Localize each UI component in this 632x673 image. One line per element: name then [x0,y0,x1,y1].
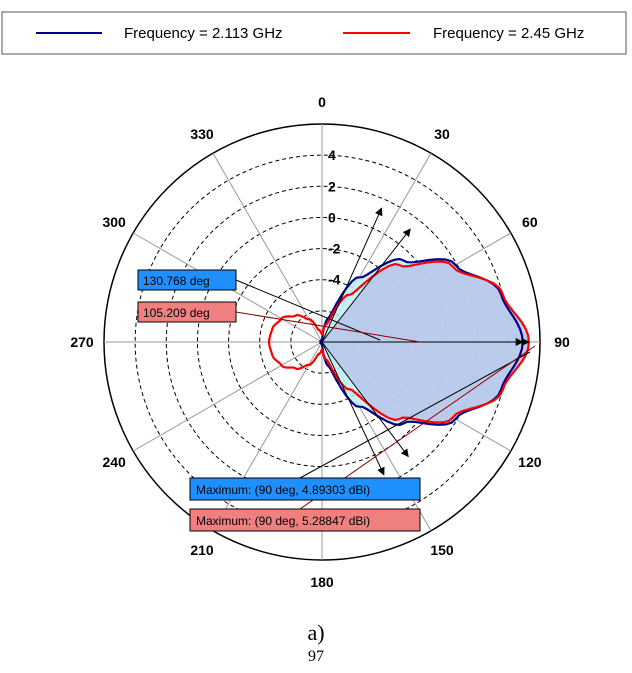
maximum-tag-2-box [189,508,421,532]
ring-label-2: 0 [328,209,336,225]
beamwidth-tag-2-box [137,301,237,323]
spoke-210 [212,341,323,532]
angle-label-270: 270 [70,334,94,350]
legend: Frequency = 2.113 GHz Frequency = 2.45 G… [1,11,627,55]
beamwidth-tag-2-text: 105.209 deg [143,306,210,320]
maximum-tag-2-text: Maximum: (90 deg, 5.28847 dBi) [196,514,370,528]
angle-label-30: 30 [434,126,450,142]
page-number: 97 [308,648,324,665]
ring-label-4: -4 [328,272,341,288]
angle-label-180: 180 [310,574,334,590]
marker-arrows [235,207,536,510]
leader-beamwidth-1 [235,279,381,341]
maximum-tag-2: Maximum: (90 deg, 5.28847 dBi) [189,508,421,532]
legend-frame [1,11,627,55]
angle-label-300: 300 [102,214,126,230]
beamwidth-tag-2: 105.209 deg [137,301,237,323]
angle-label-210: 210 [190,542,214,558]
ring-label-3: -2 [328,241,341,257]
legend-label-1: Frequency = 2.113 GHz [124,25,283,42]
polar-chart: Frequency = 2.113 GHz Frequency = 2.45 G… [1,11,627,590]
leader-beamwidth-2 [235,311,421,343]
series-curve-1 [319,257,524,427]
ring-label-1: 2 [328,178,336,194]
figure-caption: a) [307,620,325,645]
maximum-tag-1-text: Maximum: (90 deg, 4.89303 dBi) [196,483,370,497]
leader-maximum-1 [299,351,531,479]
beamwidth-tag-1-box [137,269,237,291]
marker-arrow-3 [321,228,411,343]
maximum-tag-1-box [189,477,421,501]
maximum-tag-1: Maximum: (90 deg, 4.89303 dBi) [189,477,421,501]
pattern-curves [268,257,531,427]
marker-arrow-2 [321,341,385,476]
angle-label-330: 330 [190,126,214,142]
angle-label-240: 240 [102,454,126,470]
marker-arrow-4 [321,341,409,458]
angle-label-0: 0 [318,94,326,110]
angle-label-90: 90 [554,334,570,350]
angle-label-150: 150 [430,542,454,558]
legend-label-2: Frequency = 2.45 GHz [433,25,584,42]
ring-labels: 4 2 0 -2 -4 [328,147,341,288]
ring-label-0: 4 [328,147,336,163]
series-curve-2 [268,260,531,424]
spoke-330 [212,152,323,343]
spoke-240 [132,341,323,452]
beamwidth-tag-1-text: 130.768 deg [143,274,210,288]
angle-label-120: 120 [518,454,542,470]
angle-label-60: 60 [522,214,538,230]
beamwidth-tag-1: 130.768 deg [137,269,237,291]
